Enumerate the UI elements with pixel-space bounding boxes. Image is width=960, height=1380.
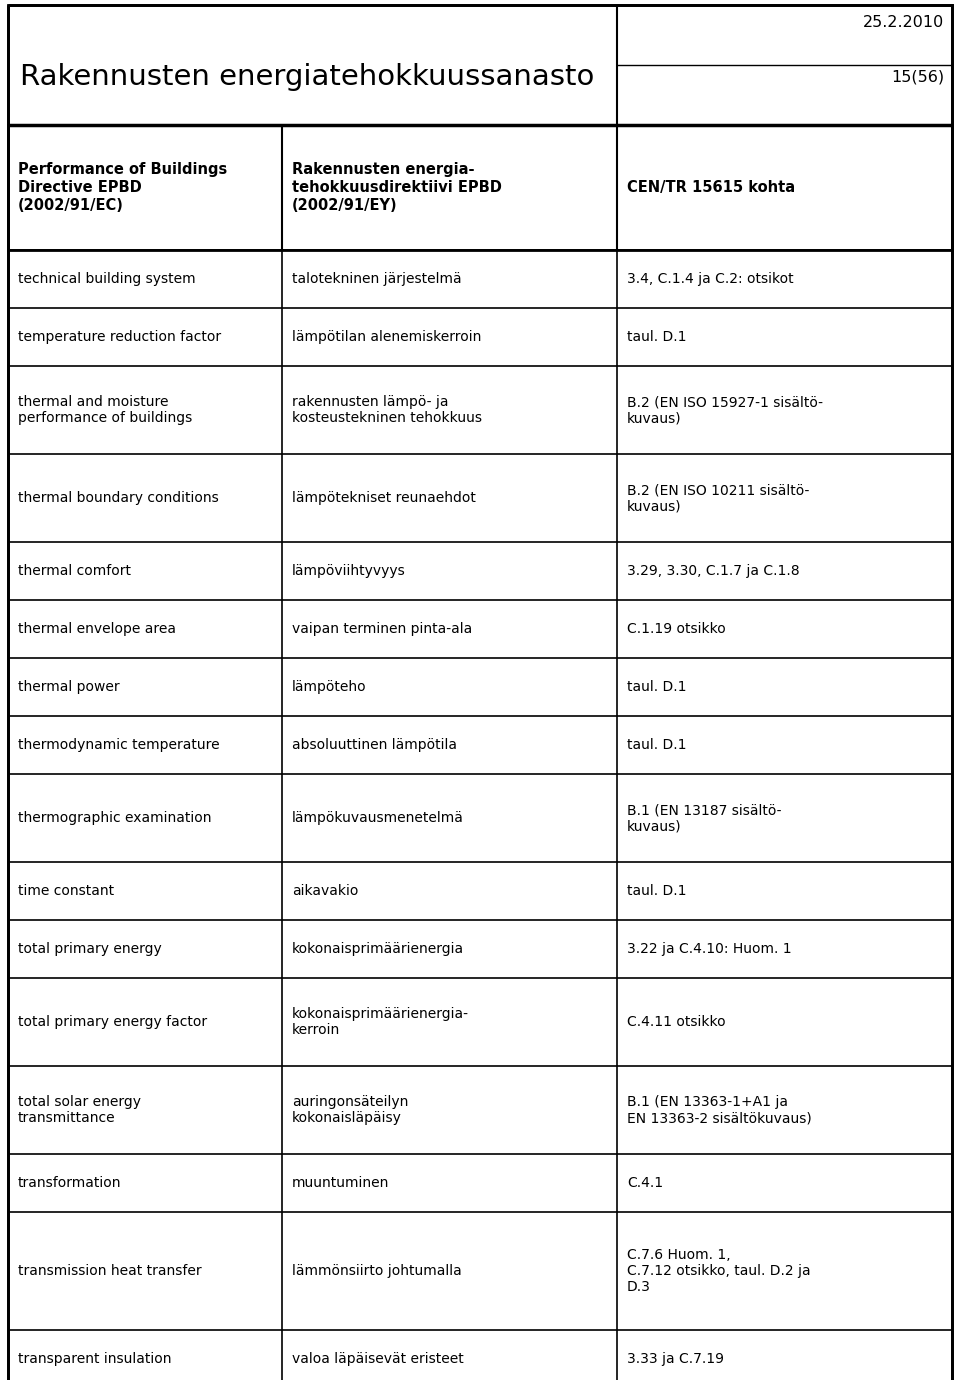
Bar [8, 1065, 952, 1154]
Text: thermal boundary conditions: thermal boundary conditions [18, 491, 219, 505]
Text: tehokkuusdirektiivi EPBD: tehokkuusdirektiivi EPBD [292, 179, 502, 195]
Text: total primary energy factor: total primary energy factor [18, 1016, 207, 1029]
Text: 15(56): 15(56) [891, 69, 944, 84]
Text: total solar energy: total solar energy [18, 1094, 141, 1110]
Text: transparent insulation: transparent insulation [18, 1352, 172, 1366]
Bar [8, 774, 952, 862]
Bar [8, 6, 952, 126]
Bar [8, 716, 952, 774]
Bar [8, 366, 952, 454]
Text: taul. D.1: taul. D.1 [627, 330, 686, 344]
Text: Rakennusten energiatehokkuussanasto: Rakennusten energiatehokkuussanasto [20, 63, 594, 91]
Text: transmission heat transfer: transmission heat transfer [18, 1264, 202, 1278]
Text: vaipan terminen pinta-ala: vaipan terminen pinta-ala [292, 622, 472, 636]
Text: taul. D.1: taul. D.1 [627, 738, 686, 752]
Text: thermal envelope area: thermal envelope area [18, 622, 176, 636]
Bar [8, 920, 952, 978]
Text: kuvaus): kuvaus) [627, 500, 682, 513]
Text: technical building system: technical building system [18, 272, 196, 286]
Text: time constant: time constant [18, 885, 114, 898]
Text: taul. D.1: taul. D.1 [627, 885, 686, 898]
Text: kokonaisläpäisy: kokonaisläpäisy [292, 1111, 401, 1125]
Text: lämpöviihtyvyys: lämpöviihtyvyys [292, 564, 405, 578]
Text: B.2 (EN ISO 15927-1 sisältö-: B.2 (EN ISO 15927-1 sisältö- [627, 395, 823, 408]
Text: C.4.11 otsikko: C.4.11 otsikko [627, 1016, 726, 1029]
Text: B.1 (EN 13187 sisältö-: B.1 (EN 13187 sisältö- [627, 803, 781, 817]
Text: (2002/91/EC): (2002/91/EC) [18, 197, 124, 213]
Bar [8, 126, 952, 250]
Bar [8, 978, 952, 1065]
Text: absoluuttinen lämpötila: absoluuttinen lämpötila [292, 738, 457, 752]
Text: thermal and moisture: thermal and moisture [18, 395, 169, 408]
Bar [8, 1330, 952, 1380]
Text: kuvaus): kuvaus) [627, 818, 682, 834]
Text: kosteustekninen tehokkuus: kosteustekninen tehokkuus [292, 411, 482, 425]
Text: 3.22 ja C.4.10: Huom. 1: 3.22 ja C.4.10: Huom. 1 [627, 943, 791, 956]
Bar [8, 658, 952, 716]
Text: B.1 (EN 13363-1+A1 ja: B.1 (EN 13363-1+A1 ja [627, 1094, 788, 1110]
Text: B.2 (EN ISO 10211 sisältö-: B.2 (EN ISO 10211 sisältö- [627, 483, 809, 497]
Text: valoa läpäisevät eristeet: valoa läpäisevät eristeet [292, 1352, 464, 1366]
Text: 25.2.2010: 25.2.2010 [863, 15, 944, 30]
Text: (2002/91/EY): (2002/91/EY) [292, 197, 397, 213]
Text: thermodynamic temperature: thermodynamic temperature [18, 738, 220, 752]
Text: aikavakio: aikavakio [292, 885, 358, 898]
Text: taul. D.1: taul. D.1 [627, 680, 686, 694]
Text: 3.33 ja C.7.19: 3.33 ja C.7.19 [627, 1352, 724, 1366]
Text: lämpötekniset reunaehdot: lämpötekniset reunaehdot [292, 491, 475, 505]
Text: kerroin: kerroin [292, 1023, 340, 1036]
Text: C.7.12 otsikko, taul. D.2 ja: C.7.12 otsikko, taul. D.2 ja [627, 1264, 810, 1278]
Text: thermographic examination: thermographic examination [18, 811, 211, 825]
Bar [8, 600, 952, 658]
Text: thermal power: thermal power [18, 680, 120, 694]
Text: total primary energy: total primary energy [18, 943, 161, 956]
Text: transmittance: transmittance [18, 1111, 115, 1125]
Text: C.1.19 otsikko: C.1.19 otsikko [627, 622, 726, 636]
Text: lämmönsiirto johtumalla: lämmönsiirto johtumalla [292, 1264, 462, 1278]
Text: rakennusten lämpö- ja: rakennusten lämpö- ja [292, 395, 448, 408]
Text: transformation: transformation [18, 1176, 122, 1190]
Text: C.7.6 Huom. 1,: C.7.6 Huom. 1, [627, 1248, 731, 1261]
Bar [8, 862, 952, 920]
Text: Directive EPBD: Directive EPBD [18, 179, 142, 195]
Bar [8, 250, 952, 308]
Text: lämpökuvausmenetelmä: lämpökuvausmenetelmä [292, 811, 464, 825]
Text: lämpötilan alenemiskerroin: lämpötilan alenemiskerroin [292, 330, 481, 344]
Text: Performance of Buildings: Performance of Buildings [18, 161, 228, 177]
Bar [8, 454, 952, 542]
Text: kokonaisprimäärienergia-: kokonaisprimäärienergia- [292, 1007, 468, 1021]
Text: talotekninen järjestelmä: talotekninen järjestelmä [292, 272, 462, 286]
Text: temperature reduction factor: temperature reduction factor [18, 330, 221, 344]
Text: muuntuminen: muuntuminen [292, 1176, 389, 1190]
Bar [8, 1212, 952, 1330]
Bar [8, 542, 952, 600]
Text: kokonaisprimäärienergia: kokonaisprimäärienergia [292, 943, 464, 956]
Text: EN 13363-2 sisältökuvaus): EN 13363-2 sisältökuvaus) [627, 1111, 811, 1125]
Text: thermal comfort: thermal comfort [18, 564, 131, 578]
Text: auringonsäteilyn: auringonsäteilyn [292, 1094, 408, 1110]
Bar [8, 1154, 952, 1212]
Text: Rakennusten energia-: Rakennusten energia- [292, 161, 474, 177]
Text: D.3: D.3 [627, 1281, 651, 1294]
Bar [8, 308, 952, 366]
Text: 3.29, 3.30, C.1.7 ja C.1.8: 3.29, 3.30, C.1.7 ja C.1.8 [627, 564, 800, 578]
Text: kuvaus): kuvaus) [627, 411, 682, 425]
Text: CEN/TR 15615 kohta: CEN/TR 15615 kohta [627, 179, 795, 195]
Text: performance of buildings: performance of buildings [18, 411, 192, 425]
Text: C.4.1: C.4.1 [627, 1176, 663, 1190]
Text: lämpöteho: lämpöteho [292, 680, 367, 694]
Text: 3.4, C.1.4 ja C.2: otsikot: 3.4, C.1.4 ja C.2: otsikot [627, 272, 794, 286]
